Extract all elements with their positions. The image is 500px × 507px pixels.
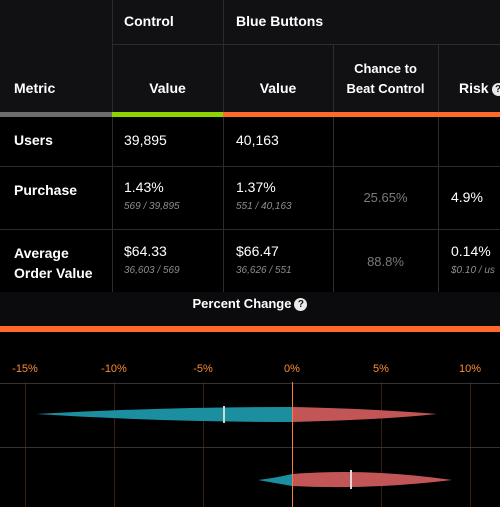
violin-purchase (36, 406, 437, 423)
chance-aov: 88.8% (367, 254, 404, 269)
tick-label: 5% (373, 363, 389, 375)
violin-aov-gain (292, 472, 452, 488)
variant-sub-aov: 36,626 / 551 (236, 265, 292, 276)
violin-aov (258, 470, 452, 489)
help-icon[interactable]: ? (294, 298, 308, 312)
metric-label-purchase: Purchase (14, 182, 78, 198)
percent-change-accent-bar (0, 326, 500, 332)
percent-change-title: Percent Change? (0, 296, 500, 312)
control-accent-bar (112, 112, 223, 117)
tick-label: -10% (101, 363, 127, 375)
variant-value-purchase: 1.37% (236, 179, 276, 195)
risk-purchase: 4.9% (451, 189, 483, 205)
metric-label-aov: Average Order Value (14, 245, 93, 281)
percent-change-title-text: Percent Change (192, 296, 292, 311)
metric-divider (0, 112, 112, 117)
tick-label: -15% (12, 363, 38, 375)
violin-purchase-gain (292, 407, 437, 422)
control-sub-aov: 36,603 / 569 (124, 265, 180, 276)
variant-sub-purchase: 551 / 40,163 (236, 201, 292, 212)
tick-label: 10% (458, 363, 482, 375)
percent-change-header (0, 292, 500, 326)
risk-sub-aov: $0.10 / us (451, 265, 495, 276)
variant-value-aov: $66.47 (236, 243, 279, 259)
violin-aov-loss (258, 474, 292, 486)
tick-label: 0% (284, 363, 300, 375)
column-header-chance[interactable]: Chance to Beat Control (346, 61, 425, 96)
tick-label: -5% (193, 363, 213, 375)
control-value-purchase: 1.43% (124, 179, 164, 195)
column-header-control-value[interactable]: Value (149, 80, 186, 96)
violin-purchase-loss (36, 407, 292, 422)
control-sub-purchase: 569 / 39,895 (124, 201, 180, 212)
metric-label-users: Users (14, 132, 53, 148)
risk-aov: 0.14% (451, 243, 491, 259)
violin-aov-median (350, 470, 352, 489)
group-header-control: Control (124, 13, 174, 29)
group-header-variant: Blue Buttons (236, 13, 324, 29)
control-value-aov: $64.33 (124, 243, 167, 259)
variant-accent-bar (223, 112, 500, 117)
variant-value-users: 40,163 (236, 132, 279, 148)
table-header (0, 0, 500, 112)
column-header-risk-label: Risk (459, 80, 489, 96)
control-value-users: 39,895 (124, 132, 167, 148)
column-header-metric[interactable]: Metric (14, 80, 56, 96)
violin-purchase-median (223, 406, 225, 423)
percent-change-chart (36, 382, 452, 507)
column-header-risk[interactable]: Risk? (459, 80, 500, 96)
chance-purchase: 25.65% (363, 190, 408, 205)
zero-line (292, 382, 293, 507)
help-icon[interactable]: ? (491, 82, 500, 96)
column-header-variant-value[interactable]: Value (259, 80, 297, 96)
